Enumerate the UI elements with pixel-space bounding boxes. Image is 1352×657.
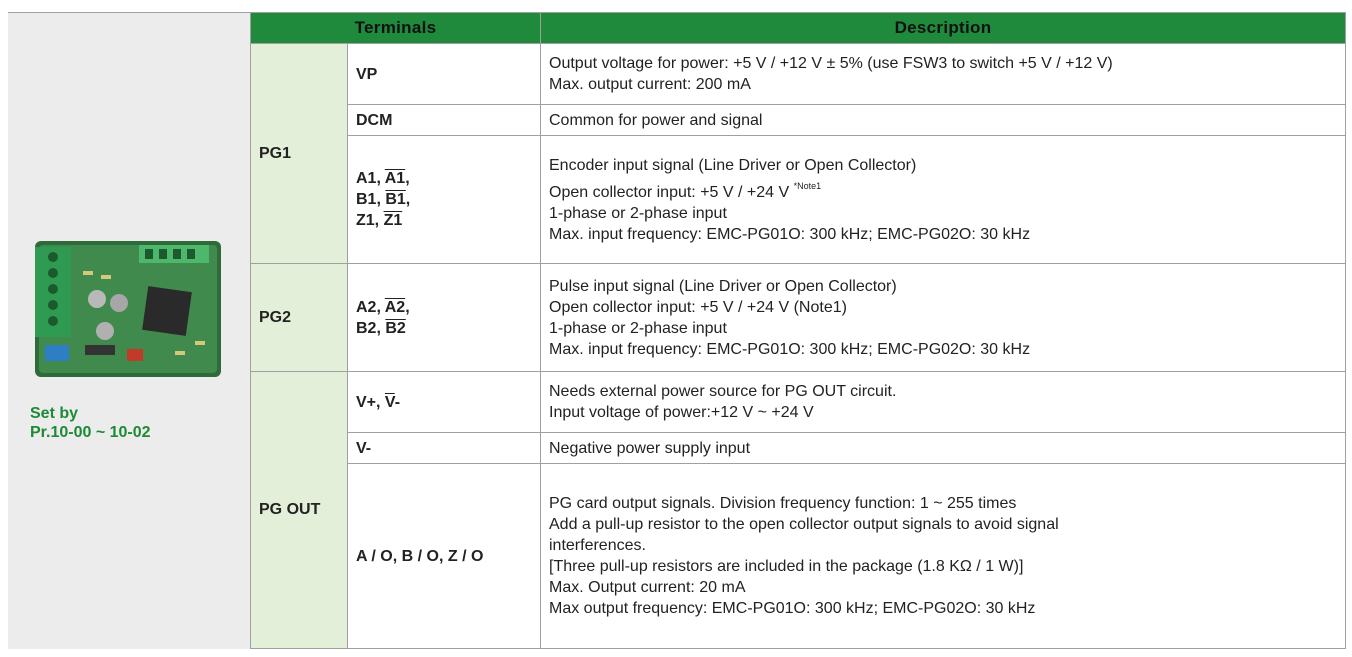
table-row: PG1 VP Output voltage for power: +5 V / +1…	[8, 43, 1346, 264]
description-cell: Encoder input signal (Line Driver or Ope…	[540, 135, 1346, 264]
text: ,	[405, 298, 410, 316]
text-line: Max. Output current: 20 mA	[549, 579, 746, 596]
terminal-cell: V+, V-	[347, 371, 541, 433]
table-row: PG OUT V+, V- Needs external power source …	[8, 371, 1346, 649]
group-cell: PG1	[250, 43, 348, 264]
text-line: Common for power and signal	[549, 111, 763, 129]
caption: Set by Pr.10-00 ~ 10-02	[8, 404, 250, 442]
text: ,	[405, 170, 410, 187]
text-line: Open collector input: +5 V / +24 V *Note…	[549, 176, 1337, 203]
side-panel: Set by Pr.10-00 ~ 10-02	[8, 12, 251, 649]
terminal-cell: VP	[347, 43, 541, 105]
description-cell: Common for power and signal	[540, 104, 1346, 136]
table-row: PG2 A2, A2, B2, B2 Pulse input signal (Line…	[8, 263, 1346, 372]
text-line: 1-phase or 2-phase input	[549, 319, 727, 337]
text: A2,	[356, 298, 385, 316]
text-line: Negative power supply input	[549, 439, 751, 457]
terminal-cell: A / O, B / O, Z / O	[347, 463, 541, 649]
text-line: PG card output signals. Division frequen…	[549, 495, 1017, 512]
table-row: A1, A1, B1, B1, Z1, Z1 Encoder input signal…	[8, 135, 1346, 264]
header-cell: Description	[540, 12, 1346, 44]
text-line: VP	[356, 65, 378, 83]
text-line: Max. input frequency: EMC-PG01O: 300 kHz…	[549, 225, 1031, 243]
description-cell: Pulse input signal (Line Driver or Open …	[540, 263, 1346, 372]
text-line: A / O, B / O, Z / O	[356, 547, 484, 565]
text-line: DCM	[356, 111, 393, 129]
text-line: B1, B1,	[356, 189, 532, 210]
text: Z1,	[356, 212, 384, 229]
text-line: V-	[356, 439, 372, 457]
description-cell: Needs external power source for PG OUT c…	[540, 371, 1346, 433]
text-line: Max. input frequency: EMC-PG01O: 300 kHz…	[549, 340, 1031, 358]
text: B1,	[356, 191, 386, 208]
description-cell: Negative power supply input	[540, 432, 1346, 464]
table-row: A / O, B / O, Z / O PG card output signal…	[8, 463, 1346, 649]
group-cell: PG OUT	[250, 371, 348, 649]
text: ,	[405, 191, 411, 208]
overline-text: A2	[384, 298, 406, 316]
text-line: [Three pull-up resistors are included in…	[549, 558, 1024, 575]
description-cell: Output voltage for power: +5 V / +12 V ±…	[540, 43, 1346, 105]
text-line: A2, A2,	[356, 297, 532, 318]
header-cell: Terminals	[250, 12, 541, 44]
caption-line: Set by	[30, 405, 79, 422]
text-line: Add a pull-up resistor to the open colle…	[549, 516, 1059, 533]
overline-text: Z1	[383, 212, 403, 229]
text: Open collector input: +5 V / +24 V	[549, 183, 794, 201]
text-line: A1, A1,	[356, 168, 532, 189]
terminal-cell: V-	[347, 432, 541, 464]
header-row: Set by Pr.10-00 ~ 10-02 Terminals Descri…	[8, 12, 1346, 649]
terminal-cell: A2, A2, B2, B2	[347, 263, 541, 372]
text-line: Z1, Z1	[356, 210, 532, 231]
group-cell: PG2	[250, 263, 348, 372]
text-line: Open collector input: +5 V / +24 V (Note…	[549, 298, 847, 316]
overline-text: B2	[385, 319, 406, 337]
text-line: 1-phase or 2-phase input	[549, 204, 727, 222]
overline-text: V	[384, 393, 395, 411]
overline-text: A1	[384, 170, 406, 187]
text-line: Output voltage for power: +5 V / +12 V ±…	[549, 55, 1113, 72]
text-line: interferences.	[549, 537, 646, 554]
text: V+,	[356, 393, 385, 411]
text: A1,	[356, 170, 385, 187]
note-ref: *Note1	[793, 180, 822, 191]
text-line: V+, V-	[356, 392, 532, 413]
terminal-cell: DCM	[347, 104, 541, 136]
pg-card-image	[35, 241, 221, 377]
text-line: Encoder input signal (Line Driver or Ope…	[549, 156, 917, 174]
text: B2,	[356, 319, 386, 337]
text-line: Needs external power source for PG OUT c…	[549, 383, 897, 400]
caption-line: Pr.10-00 ~ 10-02	[30, 424, 151, 441]
text: -	[394, 393, 401, 411]
text-line: Max. output current: 200 mA	[549, 76, 751, 93]
text-line: B2, B2	[356, 318, 532, 339]
text-line: Max output frequency: EMC-PG01O: 300 kHz…	[549, 600, 1036, 617]
text-line: Pulse input signal (Line Driver or Open …	[549, 277, 897, 295]
overline-text: B1	[385, 191, 406, 208]
text-line: Input voltage of power:+12 V ~ +24 V	[549, 404, 814, 421]
terminal-cell: A1, A1, B1, B1, Z1, Z1	[347, 135, 541, 264]
description-cell: PG card output signals. Division frequen…	[540, 463, 1346, 649]
terminal-table: Set by Pr.10-00 ~ 10-02 Terminals Descri…	[8, 12, 1346, 649]
